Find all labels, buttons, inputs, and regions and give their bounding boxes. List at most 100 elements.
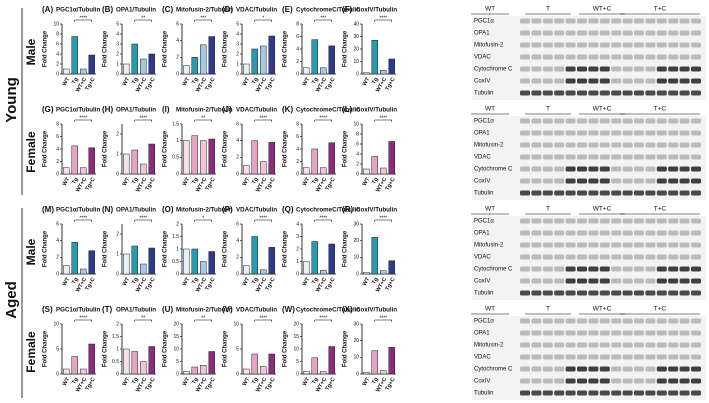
significance-label: **** bbox=[259, 215, 267, 221]
blot-band bbox=[622, 318, 633, 324]
y-tick-label: 0 bbox=[176, 171, 179, 177]
blot-group-label: WT+C bbox=[593, 306, 612, 313]
bar bbox=[363, 372, 370, 375]
blot-band bbox=[520, 354, 530, 360]
blot-band bbox=[611, 130, 622, 136]
blot-band bbox=[634, 166, 644, 172]
blot-band bbox=[520, 178, 530, 184]
blot-band bbox=[531, 178, 542, 184]
blot-band bbox=[691, 330, 701, 336]
blot-band bbox=[577, 330, 587, 336]
blot-band bbox=[565, 254, 576, 260]
sex-label: Male bbox=[24, 238, 38, 265]
y-axis-label: Fold Change bbox=[343, 230, 349, 267]
bar bbox=[363, 168, 370, 175]
bar bbox=[303, 371, 310, 375]
blot-band bbox=[611, 230, 622, 236]
blot-band bbox=[554, 54, 565, 60]
y-tick-label: 1 bbox=[116, 251, 119, 257]
y-tick-label: 2 bbox=[56, 159, 59, 165]
y-tick-label: 4 bbox=[236, 138, 239, 144]
y-tick-label: 0 bbox=[296, 71, 299, 77]
y-tick-label: 6 bbox=[56, 221, 59, 227]
blot-band bbox=[554, 130, 565, 136]
blot-band bbox=[611, 290, 622, 296]
blot-band bbox=[565, 230, 576, 236]
x-tick-label: WT bbox=[62, 76, 72, 87]
blot-band bbox=[668, 130, 679, 136]
blot-band bbox=[656, 30, 667, 36]
blot-band bbox=[588, 130, 599, 136]
blot-band bbox=[634, 54, 644, 60]
bar bbox=[140, 163, 147, 175]
bar bbox=[251, 48, 258, 75]
y-tick-label: 8 bbox=[296, 21, 299, 27]
significance-bracket bbox=[194, 19, 212, 22]
y-tick-label: 2 bbox=[116, 231, 119, 237]
significance-bracket bbox=[314, 219, 332, 222]
blot-band bbox=[599, 266, 610, 272]
significance-bracket bbox=[254, 219, 272, 222]
blot-band bbox=[691, 118, 701, 124]
blot-band bbox=[645, 130, 656, 136]
blot-band bbox=[634, 342, 644, 348]
blot-band bbox=[611, 330, 622, 336]
blot-band bbox=[542, 266, 553, 272]
blot-band bbox=[656, 366, 667, 372]
x-tick-label: WT bbox=[62, 176, 72, 187]
bar bbox=[260, 269, 267, 275]
bar bbox=[208, 138, 215, 175]
blot-band bbox=[565, 142, 576, 148]
blot-band bbox=[679, 42, 690, 48]
blot-band bbox=[520, 78, 530, 84]
blot-band bbox=[645, 190, 656, 196]
y-tick-label: 1 bbox=[116, 346, 119, 352]
y-tick-label: 4 bbox=[296, 46, 299, 52]
x-tick-label: Tg bbox=[191, 377, 200, 386]
bar bbox=[243, 368, 250, 375]
y-tick-label: 8 bbox=[356, 131, 359, 137]
x-tick-label: WT bbox=[302, 76, 312, 87]
bar bbox=[251, 236, 258, 275]
y-tick-label: 2 bbox=[236, 255, 239, 261]
panel-letter: (Q) bbox=[282, 205, 294, 214]
significance-bracket bbox=[254, 319, 272, 322]
bar bbox=[123, 348, 130, 375]
panel-title: CoxIV/Tubulin bbox=[356, 7, 397, 14]
blot-band bbox=[634, 330, 644, 336]
blot-band bbox=[691, 378, 701, 384]
bar bbox=[71, 36, 78, 75]
blot-band bbox=[542, 366, 553, 372]
blot-band bbox=[542, 230, 553, 236]
blot-band bbox=[645, 330, 656, 336]
blot-band bbox=[577, 254, 587, 260]
panel-title: OPA1/Tubulin bbox=[116, 307, 156, 314]
y-tick-label: 6 bbox=[296, 34, 299, 40]
blot-band bbox=[611, 90, 622, 96]
blot-row-label: Tubulin bbox=[474, 191, 493, 197]
blot-band bbox=[668, 390, 679, 396]
blot-band bbox=[577, 90, 587, 96]
y-tick-label: 3 bbox=[296, 234, 299, 240]
blot-band bbox=[565, 130, 576, 136]
blot-band bbox=[634, 78, 644, 84]
blot-band bbox=[531, 254, 542, 260]
bar bbox=[380, 70, 387, 75]
blot-band bbox=[668, 54, 679, 60]
y-axis-label: Fold Change bbox=[163, 130, 169, 167]
blot-band bbox=[565, 190, 576, 196]
y-tick-label: 3 bbox=[236, 41, 239, 47]
significance-label: **** bbox=[79, 15, 87, 21]
blot-band bbox=[622, 42, 633, 48]
bar bbox=[251, 140, 258, 175]
blot-band bbox=[634, 118, 644, 124]
blot-band bbox=[531, 354, 542, 360]
y-axis-label: Fold Change bbox=[103, 130, 109, 167]
significance-bracket bbox=[194, 319, 212, 322]
blot-row-label: Cytochrome C bbox=[474, 367, 513, 373]
panel-letter: (E) bbox=[282, 5, 293, 14]
y-axis-label: Fold Change bbox=[103, 330, 109, 367]
bar bbox=[388, 58, 395, 75]
y-axis-label: Fold Change bbox=[223, 30, 229, 67]
age-label: Aged bbox=[3, 281, 20, 319]
